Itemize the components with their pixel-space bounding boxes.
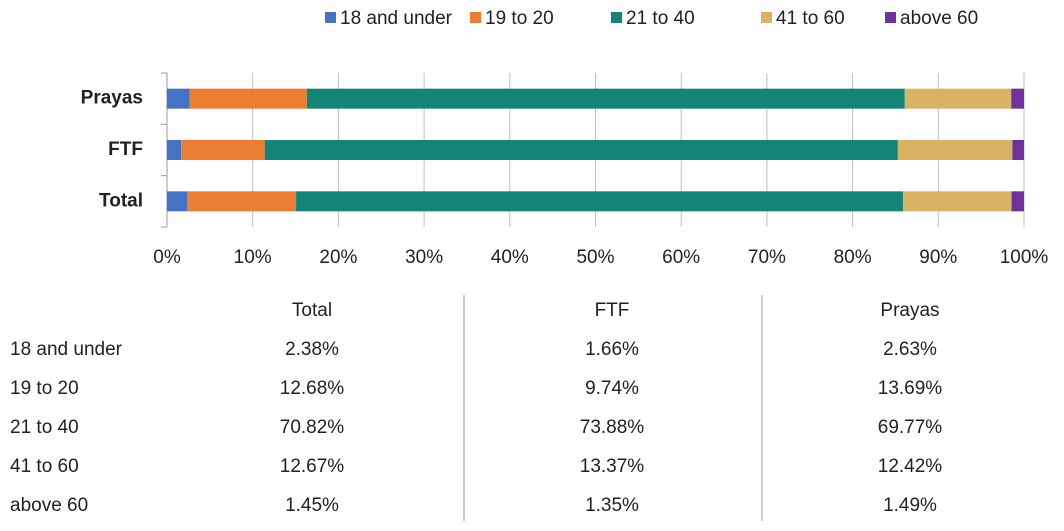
table-cell: 2.63% xyxy=(883,339,937,360)
table-cell: 13.37% xyxy=(580,456,645,477)
bar-segment xyxy=(187,191,297,212)
legend-label: 19 to 20 xyxy=(485,8,554,29)
table-cell: 2.38% xyxy=(285,339,339,360)
bar-segment xyxy=(181,140,265,160)
y-tick-label: Total xyxy=(99,190,143,211)
x-tick-label: 90% xyxy=(919,247,957,268)
bar-segment xyxy=(189,88,307,109)
bar-segment xyxy=(167,191,188,212)
bar-segment xyxy=(904,88,1012,109)
bar-segment xyxy=(902,191,1012,212)
x-tick-label: 20% xyxy=(319,247,357,268)
table-cell: 1.35% xyxy=(585,495,639,516)
table-row-label: above 60 xyxy=(10,495,88,516)
table-cell: 9.74% xyxy=(585,378,639,399)
x-tick-label: 30% xyxy=(405,247,443,268)
x-tick-label: 40% xyxy=(491,247,529,268)
table-row-label: 18 and under xyxy=(10,339,123,360)
legend-label: 21 to 40 xyxy=(626,8,695,29)
bar-segment xyxy=(1012,140,1024,160)
bar-segment xyxy=(306,88,905,109)
bar-segment xyxy=(1011,191,1024,212)
legend-label: above 60 xyxy=(900,8,978,29)
table-row-label: 21 to 40 xyxy=(10,417,79,438)
x-tick-label: 60% xyxy=(662,247,700,268)
x-tick-label: 10% xyxy=(234,247,272,268)
table-cell: 12.68% xyxy=(280,378,345,399)
bar-segment xyxy=(264,140,898,160)
table-cell: 1.45% xyxy=(285,495,339,516)
legend-swatch xyxy=(885,12,896,23)
legend-label: 18 and under xyxy=(340,8,453,29)
table-cell: 73.88% xyxy=(580,417,645,438)
legend-swatch xyxy=(611,12,622,23)
x-tick-label: 0% xyxy=(153,247,181,268)
table-cell: 13.69% xyxy=(878,378,943,399)
bar-segment xyxy=(167,88,190,109)
bar-segment xyxy=(167,140,182,160)
x-tick-label: 50% xyxy=(576,247,614,268)
legend-label: 41 to 60 xyxy=(776,8,845,29)
table-header: Total xyxy=(292,300,332,321)
bar-segment xyxy=(897,140,1013,160)
y-tick-label: FTF xyxy=(108,139,143,160)
x-tick-label: 100% xyxy=(1000,247,1049,268)
table-cell: 70.82% xyxy=(280,417,345,438)
bar-segment xyxy=(296,191,903,212)
legend-swatch xyxy=(325,12,336,23)
legend-swatch xyxy=(761,12,772,23)
table-cell: 1.66% xyxy=(585,339,639,360)
table-cell: 12.67% xyxy=(280,456,345,477)
legend-swatch xyxy=(470,12,481,23)
table-cell: 1.49% xyxy=(883,495,937,516)
x-tick-label: 70% xyxy=(748,247,786,268)
y-tick-label: Prayas xyxy=(81,88,143,109)
x-tick-label: 80% xyxy=(834,247,872,268)
table-header: FTF xyxy=(595,300,630,321)
table-row-label: 41 to 60 xyxy=(10,456,79,477)
table-cell: 12.42% xyxy=(878,456,943,477)
bar-segment xyxy=(1011,88,1024,109)
table-header: Prayas xyxy=(880,300,939,321)
table-cell: 69.77% xyxy=(878,417,943,438)
table-row-label: 19 to 20 xyxy=(10,378,79,399)
